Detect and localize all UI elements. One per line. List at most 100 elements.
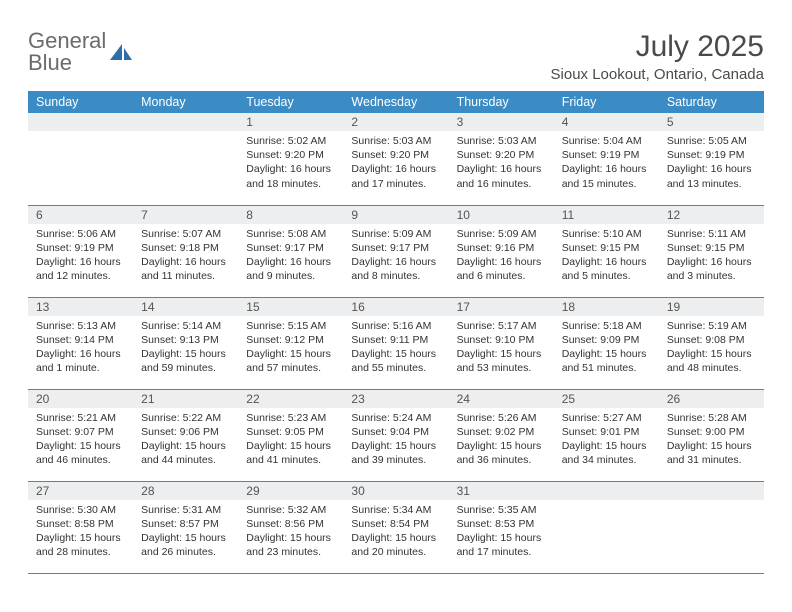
calendar-week-row: 13Sunrise: 5:13 AMSunset: 9:14 PMDayligh… [28,297,764,389]
day-details: Sunrise: 5:23 AMSunset: 9:05 PMDaylight:… [238,408,343,472]
day-number: 6 [28,206,133,224]
day-number: 9 [343,206,448,224]
day-header: Monday [133,91,238,113]
day-number: 23 [343,390,448,408]
day-details: Sunrise: 5:02 AMSunset: 9:20 PMDaylight:… [238,131,343,195]
calendar-day-cell: 3Sunrise: 5:03 AMSunset: 9:20 PMDaylight… [449,113,554,205]
calendar-week-row: 27Sunrise: 5:30 AMSunset: 8:58 PMDayligh… [28,481,764,573]
calendar-day-cell: 12Sunrise: 5:11 AMSunset: 9:15 PMDayligh… [659,205,764,297]
calendar-day-cell: 22Sunrise: 5:23 AMSunset: 9:05 PMDayligh… [238,389,343,481]
day-number: 29 [238,482,343,500]
day-number: 20 [28,390,133,408]
calendar-day-cell [659,481,764,573]
title-block: July 2025 Sioux Lookout, Ontario, Canada [551,30,764,83]
day-number: 31 [449,482,554,500]
calendar-day-cell: 15Sunrise: 5:15 AMSunset: 9:12 PMDayligh… [238,297,343,389]
day-number [554,482,659,500]
day-details: Sunrise: 5:08 AMSunset: 9:17 PMDaylight:… [238,224,343,288]
day-number: 22 [238,390,343,408]
day-details: Sunrise: 5:04 AMSunset: 9:19 PMDaylight:… [554,131,659,195]
calendar-week-row: 1Sunrise: 5:02 AMSunset: 9:20 PMDaylight… [28,113,764,205]
calendar-day-cell [554,481,659,573]
day-number: 5 [659,113,764,131]
day-number: 24 [449,390,554,408]
day-number: 4 [554,113,659,131]
day-header: Tuesday [238,91,343,113]
day-number: 11 [554,206,659,224]
day-details: Sunrise: 5:19 AMSunset: 9:08 PMDaylight:… [659,316,764,380]
day-number: 25 [554,390,659,408]
day-header: Saturday [659,91,764,113]
day-number: 18 [554,298,659,316]
day-number: 8 [238,206,343,224]
logo-text-line2: Blue [28,52,106,74]
day-details: Sunrise: 5:32 AMSunset: 8:56 PMDaylight:… [238,500,343,564]
day-number: 2 [343,113,448,131]
calendar-day-cell: 18Sunrise: 5:18 AMSunset: 9:09 PMDayligh… [554,297,659,389]
day-number: 21 [133,390,238,408]
month-title: July 2025 [551,30,764,64]
calendar-day-cell: 25Sunrise: 5:27 AMSunset: 9:01 PMDayligh… [554,389,659,481]
day-number: 13 [28,298,133,316]
day-number: 28 [133,482,238,500]
day-details: Sunrise: 5:30 AMSunset: 8:58 PMDaylight:… [28,500,133,564]
calendar-day-cell: 21Sunrise: 5:22 AMSunset: 9:06 PMDayligh… [133,389,238,481]
calendar-day-cell: 26Sunrise: 5:28 AMSunset: 9:00 PMDayligh… [659,389,764,481]
day-number: 1 [238,113,343,131]
day-details: Sunrise: 5:28 AMSunset: 9:00 PMDaylight:… [659,408,764,472]
day-details: Sunrise: 5:03 AMSunset: 9:20 PMDaylight:… [343,131,448,195]
day-header-row: SundayMondayTuesdayWednesdayThursdayFrid… [28,91,764,113]
brand-logo: General Blue [28,30,134,74]
day-number: 30 [343,482,448,500]
day-number [28,113,133,131]
calendar-day-cell: 11Sunrise: 5:10 AMSunset: 9:15 PMDayligh… [554,205,659,297]
day-number: 7 [133,206,238,224]
calendar-table: SundayMondayTuesdayWednesdayThursdayFrid… [28,91,764,574]
day-header: Thursday [449,91,554,113]
day-number: 17 [449,298,554,316]
calendar-day-cell: 30Sunrise: 5:34 AMSunset: 8:54 PMDayligh… [343,481,448,573]
calendar-day-cell: 23Sunrise: 5:24 AMSunset: 9:04 PMDayligh… [343,389,448,481]
logo-text-line1: General [28,30,106,52]
day-number: 26 [659,390,764,408]
calendar-day-cell: 1Sunrise: 5:02 AMSunset: 9:20 PMDaylight… [238,113,343,205]
day-number: 3 [449,113,554,131]
calendar-day-cell: 27Sunrise: 5:30 AMSunset: 8:58 PMDayligh… [28,481,133,573]
day-details: Sunrise: 5:09 AMSunset: 9:17 PMDaylight:… [343,224,448,288]
day-number: 27 [28,482,133,500]
day-header: Sunday [28,91,133,113]
day-details: Sunrise: 5:17 AMSunset: 9:10 PMDaylight:… [449,316,554,380]
day-details: Sunrise: 5:03 AMSunset: 9:20 PMDaylight:… [449,131,554,195]
day-header: Wednesday [343,91,448,113]
calendar-day-cell: 31Sunrise: 5:35 AMSunset: 8:53 PMDayligh… [449,481,554,573]
calendar-day-cell [28,113,133,205]
day-details: Sunrise: 5:07 AMSunset: 9:18 PMDaylight:… [133,224,238,288]
day-number: 19 [659,298,764,316]
day-details: Sunrise: 5:18 AMSunset: 9:09 PMDaylight:… [554,316,659,380]
day-details: Sunrise: 5:31 AMSunset: 8:57 PMDaylight:… [133,500,238,564]
location-text: Sioux Lookout, Ontario, Canada [551,66,764,83]
calendar-day-cell: 14Sunrise: 5:14 AMSunset: 9:13 PMDayligh… [133,297,238,389]
calendar-day-cell: 17Sunrise: 5:17 AMSunset: 9:10 PMDayligh… [449,297,554,389]
calendar-day-cell: 24Sunrise: 5:26 AMSunset: 9:02 PMDayligh… [449,389,554,481]
day-header: Friday [554,91,659,113]
calendar-day-cell: 19Sunrise: 5:19 AMSunset: 9:08 PMDayligh… [659,297,764,389]
day-details: Sunrise: 5:27 AMSunset: 9:01 PMDaylight:… [554,408,659,472]
calendar-day-cell [133,113,238,205]
day-details: Sunrise: 5:26 AMSunset: 9:02 PMDaylight:… [449,408,554,472]
day-details: Sunrise: 5:10 AMSunset: 9:15 PMDaylight:… [554,224,659,288]
calendar-day-cell: 8Sunrise: 5:08 AMSunset: 9:17 PMDaylight… [238,205,343,297]
calendar-day-cell: 13Sunrise: 5:13 AMSunset: 9:14 PMDayligh… [28,297,133,389]
day-number [133,113,238,131]
day-details: Sunrise: 5:22 AMSunset: 9:06 PMDaylight:… [133,408,238,472]
calendar-week-row: 6Sunrise: 5:06 AMSunset: 9:19 PMDaylight… [28,205,764,297]
header: General Blue July 2025 Sioux Lookout, On… [28,30,764,83]
calendar-day-cell: 20Sunrise: 5:21 AMSunset: 9:07 PMDayligh… [28,389,133,481]
day-details: Sunrise: 5:16 AMSunset: 9:11 PMDaylight:… [343,316,448,380]
day-details: Sunrise: 5:14 AMSunset: 9:13 PMDaylight:… [133,316,238,380]
calendar-day-cell: 7Sunrise: 5:07 AMSunset: 9:18 PMDaylight… [133,205,238,297]
calendar-week-row: 20Sunrise: 5:21 AMSunset: 9:07 PMDayligh… [28,389,764,481]
day-number: 12 [659,206,764,224]
calendar-day-cell: 29Sunrise: 5:32 AMSunset: 8:56 PMDayligh… [238,481,343,573]
day-number: 10 [449,206,554,224]
